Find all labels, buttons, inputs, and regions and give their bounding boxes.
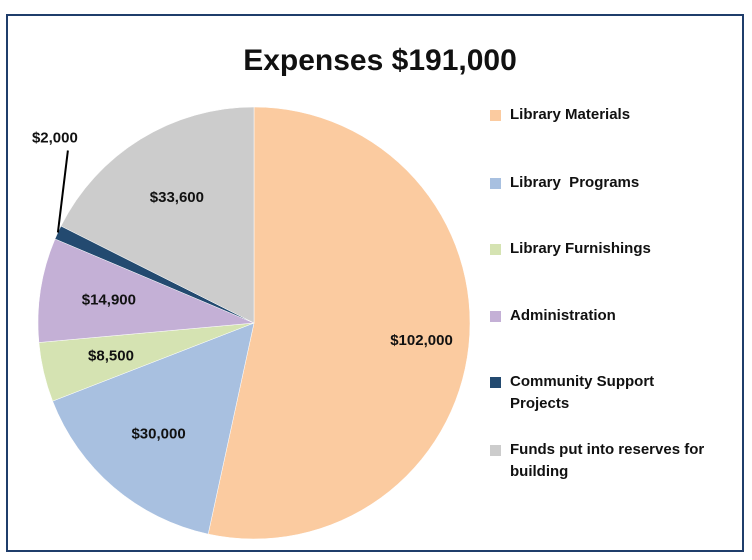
pie-slice	[60, 106, 255, 324]
legend-swatch	[490, 244, 501, 255]
legend-swatch	[490, 311, 501, 322]
legend-swatch	[490, 178, 501, 189]
data-label: $14,900	[82, 291, 136, 308]
legend-swatch	[490, 445, 501, 456]
data-label: $30,000	[131, 426, 185, 443]
legend-label: Library Furnishings	[510, 240, 651, 257]
data-label: $33,600	[150, 189, 204, 206]
legend-label: Funds put into reserves for building	[510, 441, 709, 480]
data-label: $2,000	[32, 129, 78, 146]
legend-swatch	[490, 110, 501, 121]
leader-line	[56, 150, 69, 233]
legend-label: Library Materials	[510, 106, 631, 123]
pie-slice	[37, 238, 255, 343]
chart-title: Expenses $191,000	[243, 44, 517, 77]
data-label: $102,000	[390, 332, 453, 349]
legend-label: Library Programs	[510, 174, 640, 191]
legend-label: Community Support Projects	[510, 373, 659, 412]
pie-slice	[207, 106, 471, 540]
pie-slice	[52, 322, 255, 535]
legend-label: Administration	[510, 307, 616, 324]
data-label: $8,500	[88, 347, 134, 364]
legend-swatch	[490, 377, 501, 388]
